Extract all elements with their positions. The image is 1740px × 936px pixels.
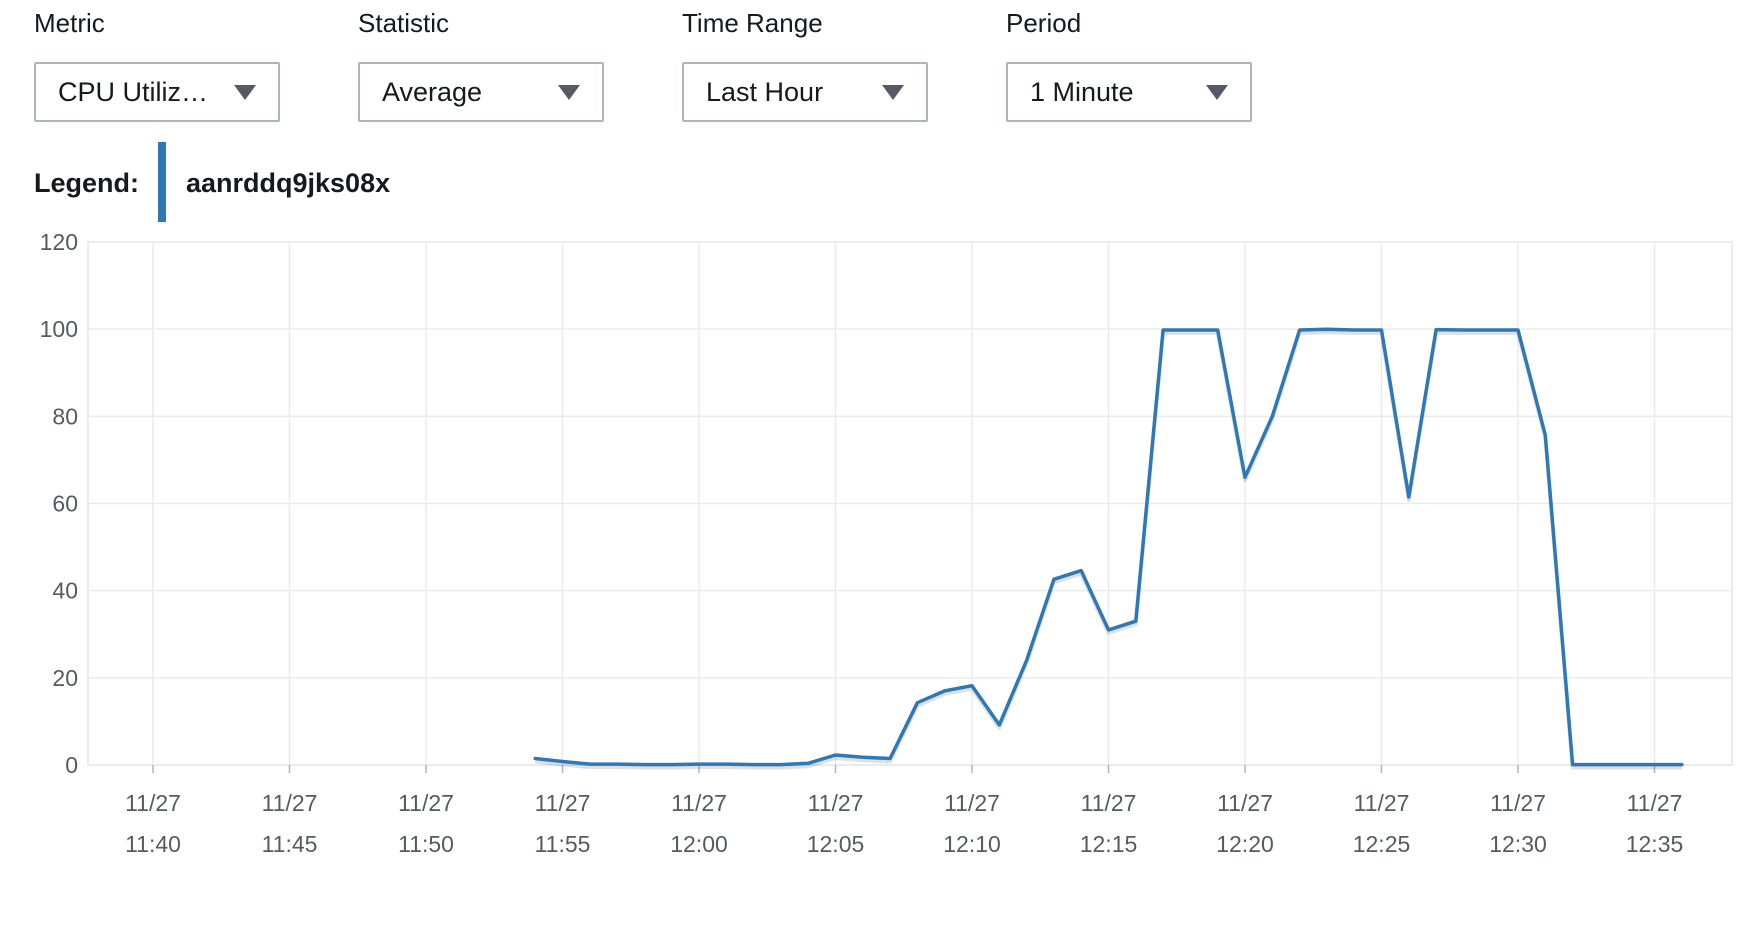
x-tick-date-label: 11/27 — [944, 790, 1000, 816]
legend-color-swatch — [158, 142, 166, 222]
x-tick-time-label: 12:15 — [1080, 831, 1138, 857]
x-tick-date-label: 11/27 — [398, 790, 454, 816]
x-tick-time-label: 12:25 — [1353, 831, 1411, 857]
x-tick-date-label: 11/27 — [1217, 790, 1273, 816]
metric-select-value: CPU Utiliz… — [58, 76, 209, 107]
x-tick-date-label: 11/27 — [808, 790, 864, 816]
period-select[interactable]: 1 Minute — [1006, 62, 1252, 122]
metric-select[interactable]: CPU Utiliz… — [34, 62, 280, 122]
y-tick-label: 80 — [52, 403, 78, 429]
x-tick-time-label: 12:35 — [1626, 831, 1684, 857]
x-tick-time-label: 12:00 — [670, 831, 728, 857]
x-tick-time-label: 12:05 — [807, 831, 865, 857]
caret-down-icon — [882, 84, 904, 100]
x-tick-time-label: 12:30 — [1489, 831, 1547, 857]
metric-label: Metric — [34, 8, 105, 38]
period-select-value: 1 Minute — [1030, 76, 1134, 107]
x-tick-date-label: 11/27 — [1627, 790, 1683, 816]
chart-legend: Legend: aanrddq9jks08x — [34, 142, 934, 222]
statistic-control: Statistic Average — [358, 0, 604, 122]
y-tick-label: 60 — [52, 491, 78, 517]
x-tick-time-label: 11:50 — [398, 831, 454, 857]
time-range-control: Time Range Last Hour — [682, 0, 928, 122]
time-range-label: Time Range — [682, 8, 823, 38]
x-tick-time-label: 12:20 — [1216, 831, 1274, 857]
statistic-label: Statistic — [358, 8, 450, 38]
y-tick-label: 100 — [40, 316, 78, 342]
x-tick-date-label: 11/27 — [125, 790, 181, 816]
x-tick-time-label: 11:45 — [262, 831, 318, 857]
x-tick-date-label: 11/27 — [1490, 790, 1546, 816]
x-tick-date-label: 11/27 — [262, 790, 318, 816]
statistic-select[interactable]: Average — [358, 62, 604, 122]
series-line-shadow — [534, 330, 1682, 770]
metric-control: Metric CPU Utiliz… — [34, 0, 280, 122]
x-tick-time-label: 11:55 — [535, 831, 591, 857]
caret-down-icon — [234, 84, 256, 100]
caret-down-icon — [1206, 84, 1228, 100]
period-label: Period — [1006, 8, 1082, 38]
x-tick-date-label: 11/27 — [535, 790, 591, 816]
x-tick-date-label: 11/27 — [671, 790, 727, 816]
cpu-utilization-line-chart: 0 20 40 60 80 100 120 11/27 11:40 11/27 11:45 11/27… — [40, 229, 1733, 857]
x-tick-time-label: 11:40 — [125, 831, 181, 857]
x-tick-date-label: 11/27 — [1354, 790, 1410, 816]
y-tick-label: 20 — [52, 665, 78, 691]
series-line — [533, 327, 1684, 767]
period-control: Period 1 Minute — [1006, 0, 1252, 122]
y-tick-label: 40 — [52, 578, 78, 604]
legend-series-name[interactable]: aanrddq9jks08x — [186, 168, 391, 198]
time-range-select[interactable]: Last Hour — [682, 62, 928, 122]
legend-title: Legend: — [34, 168, 139, 198]
time-range-select-value: Last Hour — [706, 76, 824, 107]
x-tick-date-label: 11/27 — [1081, 790, 1137, 816]
filter-controls: Metric CPU Utiliz… Statistic Average Tim… — [34, 0, 1434, 122]
y-tick-label: 0 — [65, 752, 78, 778]
y-tick-label: 120 — [40, 229, 78, 255]
x-tick-time-label: 12:10 — [943, 831, 1001, 857]
statistic-select-value: Average — [382, 76, 483, 107]
caret-down-icon — [558, 84, 580, 100]
